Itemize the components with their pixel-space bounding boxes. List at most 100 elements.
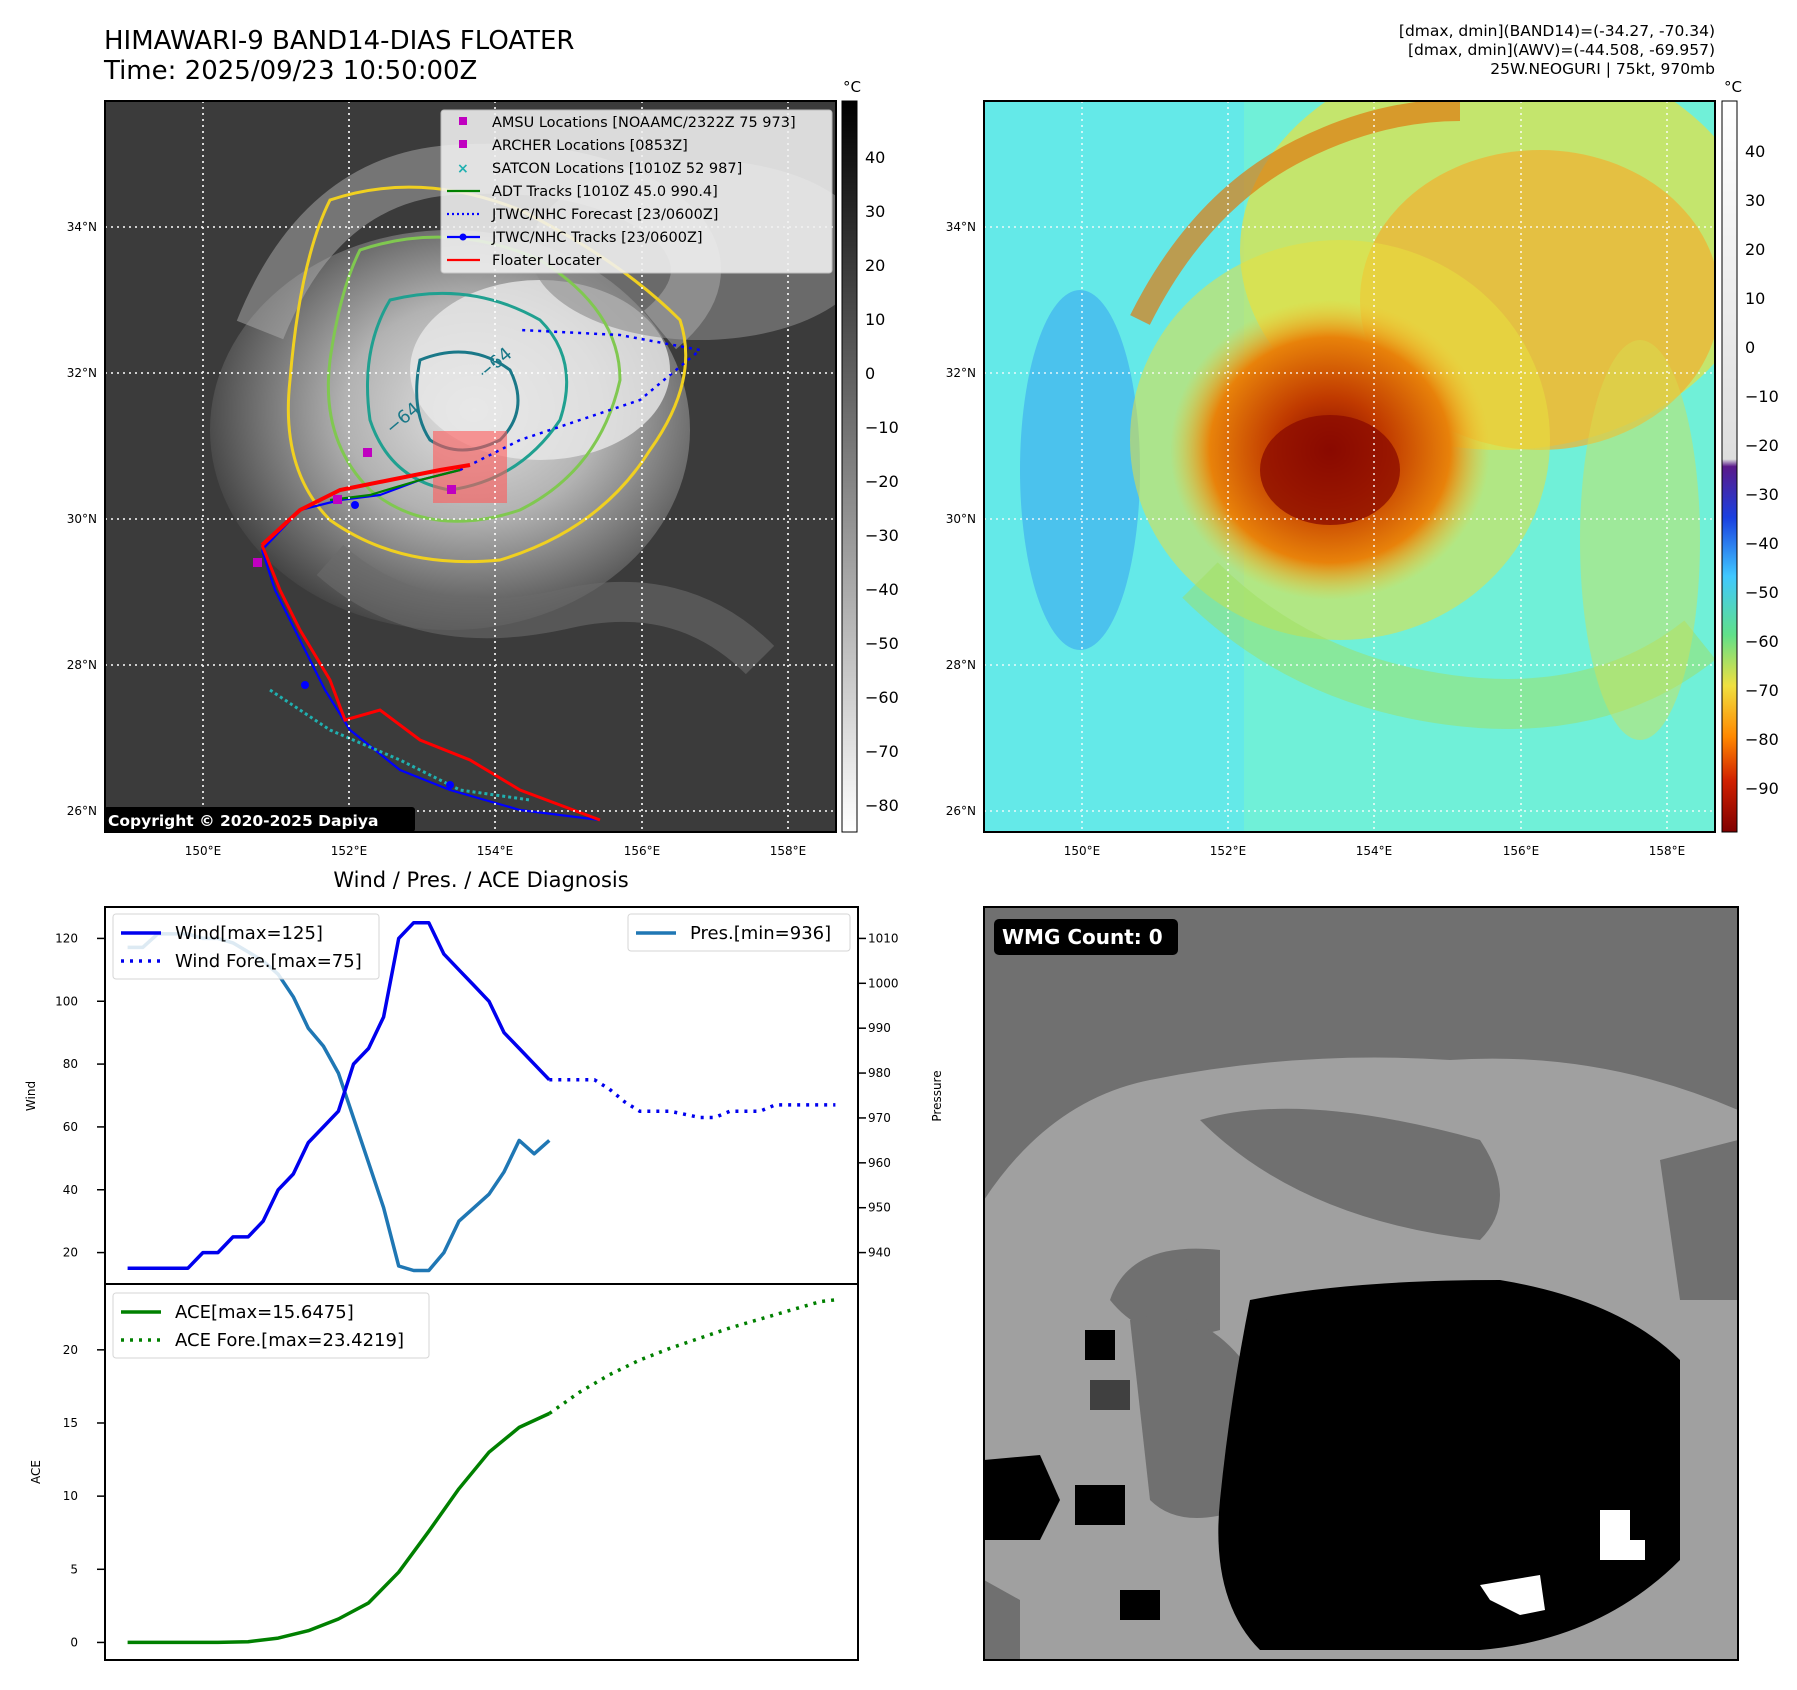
ir-colorbar	[841, 100, 858, 833]
svg-text:−30: −30	[1745, 485, 1779, 504]
info-line-1: [dmax, dmin](BAND14)=(-34.27, -70.34)	[1398, 22, 1715, 40]
axis-tick-label: 960	[868, 1156, 891, 1170]
svg-text:154°E: 154°E	[1356, 844, 1393, 858]
ace-line	[127, 1411, 551, 1645]
ace-legend-entry: ACE[max=15.6475]	[175, 1302, 354, 1323]
svg-text:−80: −80	[1745, 730, 1779, 749]
wind-pres-chart: 120 100 80 60 40 20 1010 1000 990 980 970 960 950 94…	[24, 906, 944, 1285]
svg-text:0: 0	[865, 364, 875, 383]
axis-tick-label: 980	[868, 1066, 891, 1080]
svg-text:−10: −10	[865, 418, 899, 437]
awv-colorbar-ticks: 40 30 20 10 0 −10 −20 −30 −40 −50 −60 −7…	[1745, 142, 1779, 798]
figure-title: HIMAWARI-9 BAND14-DIAS FLOATER Time: 202…	[104, 26, 574, 86]
svg-text:28°N: 28°N	[946, 658, 976, 672]
axis-tick-label: 5	[70, 1562, 78, 1576]
axis-tick-label: 1000	[868, 976, 899, 990]
svg-text:−60: −60	[865, 688, 899, 707]
legend-archer: ARCHER Locations [0853Z]	[492, 138, 688, 154]
svg-text:156°E: 156°E	[624, 844, 661, 858]
svg-text:−70: −70	[1745, 681, 1779, 700]
ir-map-panel: −64 −64	[67, 78, 899, 858]
svg-text:−60: −60	[1745, 632, 1779, 651]
svg-text:26°N: 26°N	[946, 804, 976, 818]
axis-tick-label: 60	[63, 1120, 78, 1134]
svg-text:32°N: 32°N	[67, 366, 97, 380]
svg-text:−90: −90	[1745, 779, 1779, 798]
svg-text:−20: −20	[865, 472, 899, 491]
copyright-label: Copyright © 2020-2025 Dapiya	[108, 812, 378, 830]
svg-text:10: 10	[1745, 289, 1765, 308]
title-line-2: Time: 2025/09/23 10:50:00Z	[104, 56, 478, 86]
axis-tick-label: 990	[868, 1021, 891, 1035]
awv-map-panel: 34°N 32°N 30°N 28°N 26°N 150°E 152°E 154…	[946, 78, 1779, 858]
ir-colorbar-unit: °C	[843, 78, 861, 96]
svg-text:32°N: 32°N	[946, 366, 976, 380]
axis-tick-label: 1010	[868, 931, 899, 945]
svg-text:−30: −30	[865, 526, 899, 545]
legend-amsu: AMSU Locations [NOAAMC/2322Z 75 973]	[492, 115, 796, 131]
wmg-count-badge	[994, 919, 1178, 955]
svg-text:30°N: 30°N	[946, 512, 976, 526]
axis-tick-label: 120	[55, 931, 78, 945]
svg-text:30: 30	[865, 202, 885, 221]
legend-floater: Floater Locater	[492, 253, 601, 269]
svg-text:40: 40	[865, 148, 885, 167]
awv-lon-labels: 150°E 152°E 154°E 156°E 158°E	[1064, 844, 1686, 858]
pressure-legend: Pres.[min=936]	[627, 913, 851, 952]
svg-text:150°E: 150°E	[1064, 844, 1101, 858]
wmg-panel: WMG Count: 0	[983, 906, 1739, 1661]
info-line-3: 25W.NEOGURI | 75kt, 970mb	[1490, 60, 1715, 78]
svg-text:−10: −10	[1745, 387, 1779, 406]
axis-tick-label: 15	[63, 1416, 78, 1430]
wind-forecast-legend-entry: Wind Fore.[max=75]	[175, 951, 362, 972]
wind-line	[127, 920, 551, 1271]
svg-text:158°E: 158°E	[1649, 844, 1686, 858]
wind-axis-label: Wind	[24, 1081, 38, 1111]
svg-text:28°N: 28°N	[67, 658, 97, 672]
info-line-2: [dmax, dmin](AWV)=(-44.508, -69.957)	[1408, 41, 1715, 59]
legend-adt: ADT Tracks [1010Z 45.0 990.4]	[492, 184, 718, 200]
wind-axis-ticks: 120 100 80 60 40 20	[55, 931, 105, 1260]
ace-series-group	[127, 1298, 836, 1645]
svg-text:40: 40	[1745, 142, 1765, 161]
ir-lat-labels: 34°N 32°N 30°N 28°N 26°N	[67, 220, 97, 818]
ace-axis-ticks: 20 15 10 5 0	[63, 1343, 105, 1649]
svg-text:26°N: 26°N	[67, 804, 97, 818]
svg-text:152°E: 152°E	[331, 844, 368, 858]
svg-text:152°E: 152°E	[1210, 844, 1247, 858]
axis-tick-label: 0	[70, 1635, 78, 1649]
svg-text:30°N: 30°N	[67, 512, 97, 526]
svg-text:−20: −20	[1745, 436, 1779, 455]
wind-legend-entry: Wind[max=125]	[175, 923, 323, 944]
axis-tick-label: 10	[63, 1489, 78, 1503]
axis-tick-label: 950	[868, 1201, 891, 1215]
svg-text:−70: −70	[865, 742, 899, 761]
svg-text:−50: −50	[1745, 583, 1779, 602]
diagnosis-title: Wind / Pres. / ACE Diagnosis	[333, 868, 628, 892]
wind-forecast-line	[549, 1078, 836, 1120]
svg-text:154°E: 154°E	[477, 844, 514, 858]
awv-map-grid	[984, 101, 1715, 832]
wind-legend: Wind[max=125] Wind Fore.[max=75]	[112, 913, 380, 980]
svg-text:158°E: 158°E	[770, 844, 807, 858]
legend-satcon: SATCON Locations [1010Z 52 987]	[492, 161, 742, 177]
axis-tick-label: 20	[63, 1343, 78, 1357]
ir-colorbar-ticks: 40 30 20 10 0 −10 −20 −30 −40 −50 −60 −7…	[865, 148, 899, 815]
axis-tick-label: 940	[868, 1246, 891, 1260]
pressure-axis-ticks: 1010 1000 990 980 970 960 950 940	[858, 931, 899, 1260]
svg-text:20: 20	[1745, 240, 1765, 259]
svg-text:34°N: 34°N	[946, 220, 976, 234]
figure-info: [dmax, dmin](BAND14)=(-34.27, -70.34) [d…	[1399, 22, 1715, 79]
legend-tracks: JTWC/NHC Tracks [23/0600Z]	[491, 230, 703, 246]
axis-tick-label: 100	[55, 994, 78, 1008]
svg-text:34°N: 34°N	[67, 220, 97, 234]
awv-colorbar-unit: °C	[1724, 78, 1742, 96]
title-line-1: HIMAWARI-9 BAND14-DIAS FLOATER	[104, 26, 575, 56]
svg-text:20: 20	[865, 256, 885, 275]
svg-text:0: 0	[1745, 338, 1755, 357]
pressure-legend-entry: Pres.[min=936]	[690, 923, 831, 944]
awv-lat-labels: 34°N 32°N 30°N 28°N 26°N	[946, 220, 976, 818]
satcon-marker-icon: ×	[457, 161, 469, 177]
axis-tick-label: 80	[63, 1057, 78, 1071]
svg-text:−50: −50	[865, 634, 899, 653]
